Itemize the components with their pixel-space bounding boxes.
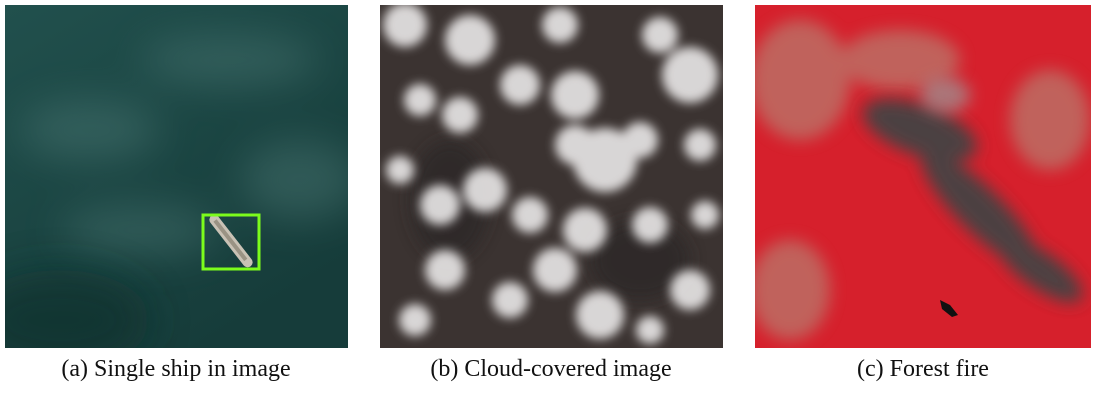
- caption: (a) Single ship in image: [61, 356, 290, 382]
- fire-image: [750, 5, 1091, 348]
- cloud-image: [380, 3, 723, 348]
- caption: (b) Cloud-covered image: [430, 356, 671, 382]
- ship-image: [0, 5, 360, 370]
- caption: (c) Forest fire: [857, 356, 989, 382]
- figure: (a) Single ship in image (b) Cloud-cover…: [0, 0, 1095, 401]
